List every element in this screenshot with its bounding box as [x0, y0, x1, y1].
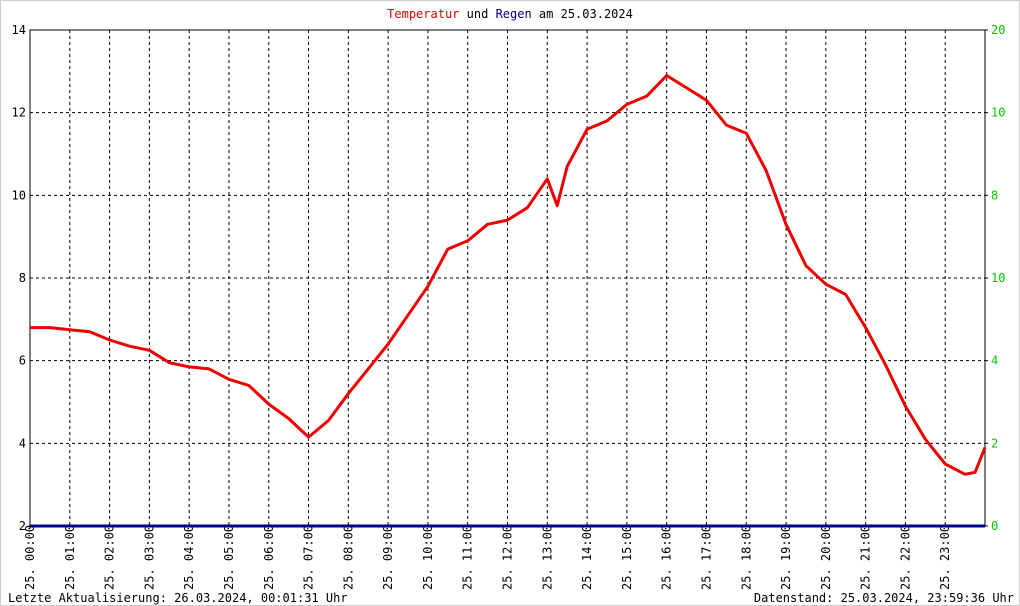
footer-right: Datenstand: 25.03.2024, 23:59:36 Uhr [754, 591, 1014, 605]
title-part: und [467, 7, 489, 21]
x-tick-label: 25. 07:00 [302, 525, 316, 590]
title-part: Temperatur [387, 7, 459, 21]
title-part: am 25.03.2024 [539, 7, 633, 21]
title-part: Regen [496, 7, 532, 21]
x-tick-label: 25. 16:00 [660, 525, 674, 590]
x-tick-label: 25. 18:00 [739, 525, 753, 590]
chart-title: Temperatur und Regen am 25.03.2024 [387, 7, 633, 21]
y2-tick-label: 4 [991, 354, 998, 368]
x-tick-label: 25. 22:00 [898, 525, 912, 590]
x-tick-label: 25. 00:00 [23, 525, 37, 590]
y2-tick-label: 8 [991, 188, 998, 202]
x-tick-label: 25. 01:00 [63, 525, 77, 590]
x-tick-label: 25. 23:00 [938, 525, 952, 590]
y2-tick-label: 0 [991, 519, 998, 533]
x-tick-label: 25. 14:00 [580, 525, 594, 590]
y2-tick-label: 10 [991, 271, 1005, 285]
x-tick-label: 25. 02:00 [103, 525, 117, 590]
y-tick-label: 4 [19, 436, 26, 450]
y2-tick-label: 10 [991, 106, 1005, 120]
x-tick-label: 25. 11:00 [461, 525, 475, 590]
x-tick-label: 25. 19:00 [779, 525, 793, 590]
x-tick-label: 25. 20:00 [819, 525, 833, 590]
x-tick-label: 25. 17:00 [699, 525, 713, 590]
y-tick-label: 12 [12, 106, 26, 120]
y-tick-label: 6 [19, 354, 26, 368]
data-line [30, 74, 987, 476]
x-tick-label: 25. 06:00 [262, 525, 276, 590]
y2-tick-label: 20 [991, 23, 1005, 37]
y-tick-label: 14 [12, 23, 26, 37]
x-tick-label: 25. 03:00 [142, 525, 156, 590]
y-tick-label: 8 [19, 271, 26, 285]
x-tick-label: 25. 15:00 [620, 525, 634, 590]
footer-left: Letzte Aktualisierung: 26.03.2024, 00:01… [8, 591, 348, 605]
x-tick-label: 25. 08:00 [341, 525, 355, 590]
x-tick-label: 25. 04:00 [182, 525, 196, 590]
y2-tick-label: 2 [991, 436, 998, 450]
y-tick-label: 10 [12, 188, 26, 202]
x-tick-label: 25. 21:00 [859, 525, 873, 590]
y-tick-label: 2 [19, 519, 26, 533]
x-tick-label: 25. 13:00 [540, 525, 554, 590]
x-tick-label: 25. 09:00 [381, 525, 395, 590]
x-tick-label: 25. 12:00 [501, 525, 515, 590]
x-tick-label: 25. 10:00 [421, 525, 435, 590]
x-tick-label: 25. 05:00 [222, 525, 236, 590]
